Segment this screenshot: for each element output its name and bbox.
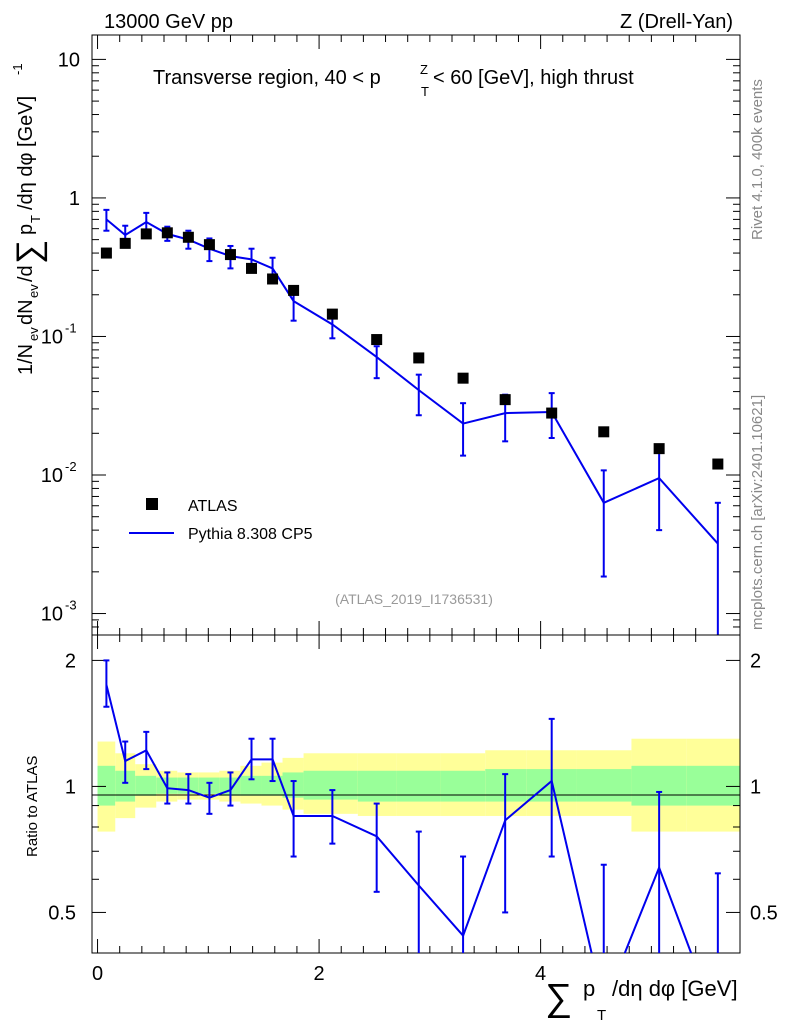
x-tick-label: 4 xyxy=(535,963,546,985)
data-point xyxy=(457,372,469,384)
header-right: Z (Drell-Yan) xyxy=(620,11,733,33)
main-title: Transverse region, 40 < p Z T < 60 [GeV]… xyxy=(153,62,634,99)
main-ytick-label: 10 xyxy=(41,326,63,348)
x-tick-label: 2 xyxy=(314,963,325,985)
legend: ATLAS Pythia 8.308 CP5 xyxy=(129,498,313,543)
mc-line xyxy=(105,218,719,545)
ratio-panel: 0.5 0.5 1 1 2 2 xyxy=(48,634,778,954)
data-point xyxy=(499,394,511,406)
svg-text:p: p xyxy=(15,224,37,235)
data-point xyxy=(653,443,665,455)
main-frame xyxy=(91,34,741,636)
ratio-band-inner xyxy=(396,770,441,802)
main-ytick-label-exp: -1 xyxy=(65,320,77,335)
source-label: mcplots.cern.ch [arXiv:2401.10621] xyxy=(749,395,766,630)
data-point xyxy=(203,239,215,251)
analysis-id: (ATLAS_2019_I1736531) xyxy=(335,591,493,607)
data-point xyxy=(598,426,610,438)
svg-text:dN: dN xyxy=(15,299,37,325)
svg-text:ev: ev xyxy=(26,327,41,341)
main-ytick-label: 10 xyxy=(41,604,63,626)
ratio-line xyxy=(623,864,693,954)
svg-text:/dη dφ [GeV]: /dη dφ [GeV] xyxy=(15,96,37,210)
ratio-frame xyxy=(91,634,741,954)
legend-data-label: ATLAS xyxy=(188,498,238,515)
ratio-band-inner xyxy=(576,769,632,802)
ratio-ytick-label-right: 0.5 xyxy=(750,902,778,924)
main-ytick-label: 10 xyxy=(58,49,80,71)
svg-text:T: T xyxy=(597,1007,606,1024)
data-point xyxy=(100,247,112,259)
legend-mc-label: Pythia 8.308 CP5 xyxy=(188,526,313,543)
ratio-band-inner xyxy=(115,770,136,802)
data-point xyxy=(326,308,338,320)
svg-text:/dη dφ [GeV]: /dη dφ [GeV] xyxy=(612,976,738,1001)
main-ylabel: 1/N ev dN ev /d ∑ p T /dη dφ [GeV] -1 xyxy=(10,63,48,375)
ratio-band-inner xyxy=(440,770,486,802)
ratio-ylabel: Ratio to ATLAS xyxy=(24,756,41,857)
data-point xyxy=(267,273,279,285)
ratio-band-inner xyxy=(240,775,262,796)
svg-text:T: T xyxy=(28,215,43,223)
data-point xyxy=(224,249,236,261)
svg-text:/d: /d xyxy=(15,265,37,282)
data-point xyxy=(161,227,173,239)
ratio-ytick-label-right: 1 xyxy=(750,776,761,798)
data-point xyxy=(246,262,258,274)
ratio-band-inner xyxy=(135,775,157,796)
ratio-ytick-label-left: 2 xyxy=(65,650,76,672)
ratio-ytick-label-right: 2 xyxy=(750,650,761,672)
ratio-band-inner xyxy=(686,765,740,806)
data-point xyxy=(140,228,152,240)
svg-text:-1: -1 xyxy=(10,63,25,75)
ratio-band-inner xyxy=(357,770,397,802)
x-tick-label: 0 xyxy=(92,963,103,985)
data-point xyxy=(119,237,131,249)
data-point xyxy=(546,407,558,419)
main-ytick-label: 10 xyxy=(41,465,63,487)
legend-data-marker xyxy=(146,498,158,510)
svg-text:p: p xyxy=(583,976,595,1001)
x-axis-label: ∑ p T /dη dφ [GeV] xyxy=(545,976,738,1024)
header-left: 13000 GeV pp xyxy=(104,11,233,33)
data-point xyxy=(413,352,425,364)
ratio-ytick-label-left: 1 xyxy=(65,776,76,798)
data-point xyxy=(712,458,724,470)
svg-text:∑: ∑ xyxy=(10,240,48,264)
title-sub: T xyxy=(421,84,429,99)
data-point xyxy=(182,231,194,243)
title-suffix: < 60 [GeV], high thrust xyxy=(433,67,634,89)
data-point xyxy=(371,334,383,346)
svg-text:∑: ∑ xyxy=(545,977,572,1019)
rivet-label: Rivet 4.1.0, 400k events xyxy=(749,79,766,240)
ratio-line xyxy=(105,684,593,954)
main-ytick-label-exp: -2 xyxy=(65,459,77,474)
svg-text:1/N: 1/N xyxy=(15,344,37,375)
main-ytick-label-exp: -3 xyxy=(65,598,77,613)
data-point xyxy=(288,284,300,296)
svg-text:Transverse region, 40 < p: Transverse region, 40 < p xyxy=(153,67,381,89)
ratio-band-inner xyxy=(261,775,283,796)
ratio-band-inner xyxy=(97,765,116,806)
main-ytick-label: 1 xyxy=(69,188,80,210)
svg-text:ev: ev xyxy=(26,284,41,298)
title-sup: Z xyxy=(420,62,428,77)
ratio-ytick-label-left: 0.5 xyxy=(48,902,76,924)
title-prefix: Transverse region, 40 < p xyxy=(153,67,381,89)
